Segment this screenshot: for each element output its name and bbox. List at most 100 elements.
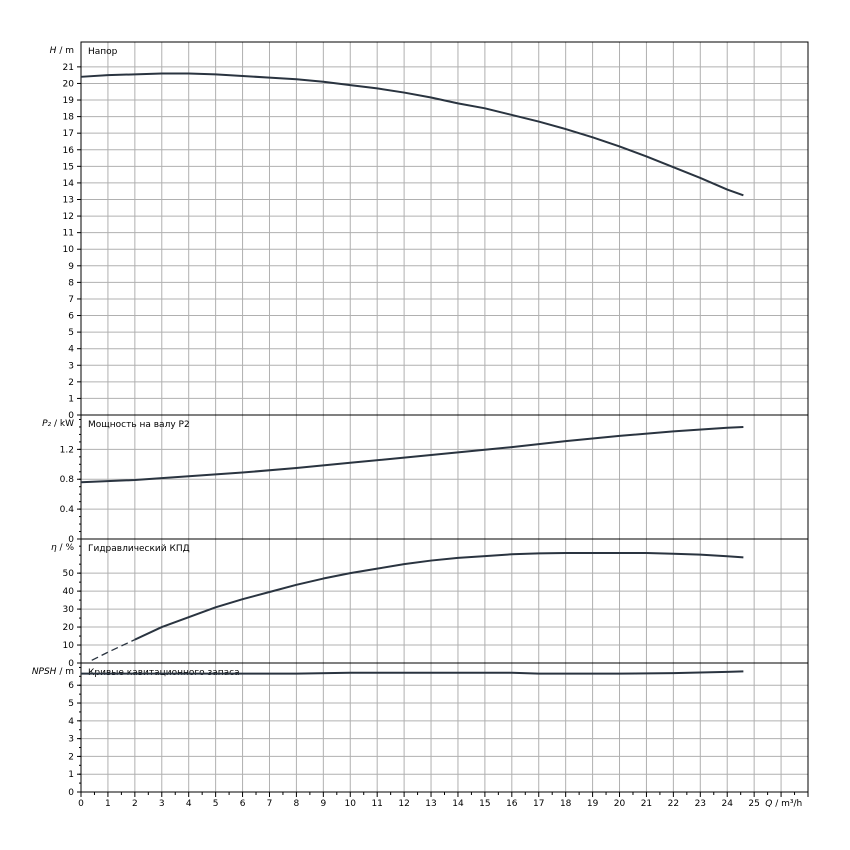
panel-power-hgrid <box>81 448 808 510</box>
series-line <box>81 670 744 675</box>
xlabel-variable: Q <box>765 799 772 809</box>
y-tick-label: 40 <box>63 587 75 597</box>
y-tick-label: 4 <box>68 717 74 727</box>
xlabel-separator: / <box>772 799 781 809</box>
x-axis-label: Q / m³/h <box>765 799 802 809</box>
x-tick-label: 19 <box>587 799 599 809</box>
panel-head-ylabel: H / m <box>50 46 74 56</box>
panel-efficiency-hgrid <box>81 572 808 646</box>
y-tick-label: 6 <box>68 681 74 691</box>
x-tick-label: 16 <box>506 799 518 809</box>
y-tick-label: 7 <box>68 295 74 305</box>
y-tick-label: 12 <box>63 212 74 222</box>
panel-power-ylabel: P₂ / kW <box>42 419 74 429</box>
y-tick-label: 20 <box>63 623 75 633</box>
x-tick-label: 12 <box>398 799 409 809</box>
ylabel-unit: % <box>65 543 74 553</box>
panel-power: 0 0.4 0.8 1.2 P₂ / kW Мощность на валу P2 <box>42 414 809 545</box>
y-tick-label: 10 <box>63 641 75 651</box>
x-tick-label: 9 <box>320 799 326 809</box>
x-tick-label: 18 <box>560 799 572 809</box>
y-tick-label: 3 <box>68 361 74 371</box>
y-tick-label: 1.2 <box>60 445 74 455</box>
panel-head-title: Напор <box>88 47 118 57</box>
x-tick-label: 15 <box>479 799 490 809</box>
ylabel-variable: P₂ <box>42 419 51 429</box>
x-tick-label: 4 <box>186 799 192 809</box>
x-tick-label: 11 <box>371 799 382 809</box>
x-tick-label: 14 <box>452 799 464 809</box>
x-tick-label: 6 <box>240 799 246 809</box>
y-tick-label: 21 <box>63 63 74 73</box>
panel-npsh-frame <box>80 662 809 793</box>
ylabel-separator: / <box>57 543 66 553</box>
x-tick-label: 23 <box>695 799 706 809</box>
panel-efficiency-title: Гидравлический КПД <box>88 544 190 554</box>
panel-npsh-series <box>81 670 744 675</box>
ylabel-variable: η <box>51 543 57 553</box>
x-tick-label: 1 <box>105 799 111 809</box>
y-tick-label: 13 <box>63 195 74 205</box>
y-tick-label: 2 <box>68 378 74 388</box>
grid-lines <box>107 42 782 792</box>
ylabel-separator: / <box>56 46 65 56</box>
ylabel-unit: m <box>65 667 74 677</box>
series-line <box>80 425 744 484</box>
ylabel-variable: H <box>50 46 57 56</box>
y-tick-label: 4 <box>68 345 74 355</box>
y-tick-label: 5 <box>68 699 74 709</box>
panel-head-frame <box>80 41 809 416</box>
series-line-dashed <box>91 639 136 661</box>
x-tick-label: 5 <box>213 799 219 809</box>
y-tick-label: 8 <box>68 278 74 288</box>
y-tick-label: 17 <box>63 129 74 139</box>
panel-power-title: Мощность на валу P2 <box>88 420 190 430</box>
x-tick-label: 13 <box>425 799 436 809</box>
x-tick-label: 20 <box>614 799 626 809</box>
y-tick-label: 9 <box>68 262 74 272</box>
ylabel-unit: kW <box>60 419 74 429</box>
y-tick-label: 11 <box>63 229 74 239</box>
y-tick-label: 19 <box>63 96 75 106</box>
y-tick-label: 20 <box>63 79 75 89</box>
series-line <box>134 552 744 641</box>
x-axis: 0 1 2 3 4 5 6 7 8 9 10 11 12 13 14 15 16 17 18 19 20 21 22 23 24… <box>78 792 809 809</box>
x-tick-label: 24 <box>721 799 733 809</box>
y-tick-label: 0.4 <box>60 505 75 515</box>
y-tick-label: 6 <box>68 312 74 322</box>
y-tick-label: 15 <box>63 162 74 172</box>
x-tick-label: 10 <box>345 799 357 809</box>
y-tick-label: 0 <box>68 788 74 798</box>
x-tick-label: 22 <box>668 799 679 809</box>
y-tick-label: 5 <box>68 328 74 338</box>
panel-npsh-ylabel: NPSH / m <box>32 667 74 677</box>
panel-efficiency-frame <box>80 538 809 664</box>
y-tick-label: 0 <box>68 659 74 669</box>
panel-power-series <box>80 425 744 484</box>
x-tick-label: 3 <box>159 799 165 809</box>
ylabel-variable: NPSH <box>32 667 57 677</box>
panel-npsh-hgrid <box>81 684 808 775</box>
y-tick-label: 0 <box>68 535 74 545</box>
x-tick-label: 0 <box>78 799 84 809</box>
x-tick-label: 7 <box>267 799 273 809</box>
ylabel-separator: / <box>51 419 60 429</box>
y-tick-label: 1 <box>68 770 74 780</box>
y-tick-label: 30 <box>63 605 75 615</box>
y-tick-label: 14 <box>63 179 75 189</box>
x-tick-label: 8 <box>294 799 300 809</box>
y-tick-label: 1 <box>68 394 74 404</box>
panel-head-hgrid <box>81 66 808 399</box>
y-tick-label: 16 <box>63 146 75 156</box>
y-tick-label: 18 <box>63 113 75 123</box>
x-tick-label: 25 <box>748 799 759 809</box>
panel-efficiency: 0 10 20 30 40 50 η / % Гидравлический КПД <box>51 538 809 669</box>
y-tick-label: 10 <box>63 245 75 255</box>
y-tick-label: 50 <box>63 569 75 579</box>
panel-head-series <box>80 72 744 197</box>
panel-efficiency-series <box>91 552 744 661</box>
ylabel-separator: / <box>56 667 65 677</box>
